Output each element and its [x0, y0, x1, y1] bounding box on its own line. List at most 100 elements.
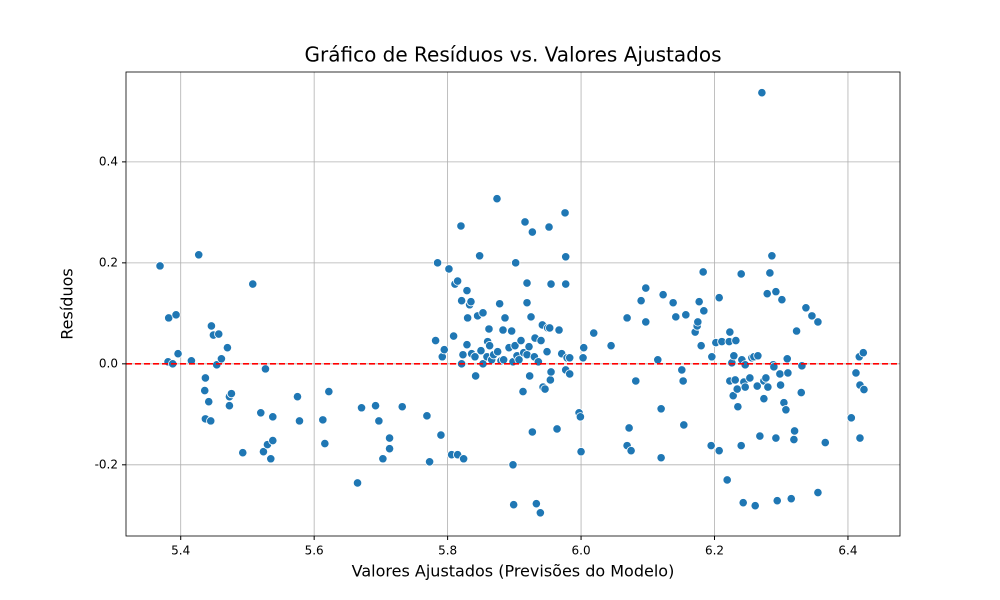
point [775, 380, 786, 390]
point [797, 361, 807, 371]
point [378, 454, 388, 464]
point [677, 365, 687, 375]
x-tick-label: 6.0 [572, 544, 591, 558]
point [200, 373, 211, 383]
point [565, 369, 575, 379]
point [606, 341, 616, 351]
point [268, 435, 278, 446]
point [706, 441, 716, 451]
point [511, 258, 521, 268]
point [725, 327, 735, 337]
point [449, 331, 459, 341]
point [658, 290, 668, 300]
point [789, 434, 799, 445]
point [536, 336, 546, 346]
point [759, 394, 769, 404]
point [200, 385, 210, 396]
point [476, 346, 486, 356]
point [260, 364, 271, 374]
point [510, 341, 520, 351]
points [155, 88, 869, 518]
point [495, 299, 505, 309]
point [493, 347, 503, 357]
point [668, 298, 678, 308]
chart-title: Gráfico de Resíduos vs. Valores Ajustado… [305, 43, 722, 67]
point [761, 373, 771, 383]
point [786, 494, 796, 504]
point [509, 500, 519, 510]
point [453, 276, 463, 286]
point [820, 437, 830, 448]
point [565, 353, 575, 363]
point [813, 317, 823, 327]
point [248, 279, 258, 289]
point [433, 258, 443, 268]
point [292, 392, 303, 402]
point [533, 357, 543, 367]
point [561, 279, 571, 289]
point [204, 397, 214, 407]
y-tick-label: 0.4 [99, 154, 118, 168]
point [194, 250, 204, 260]
point [226, 389, 237, 399]
point [782, 354, 792, 364]
point [463, 313, 473, 323]
point [733, 402, 743, 412]
point [518, 386, 528, 397]
point [855, 433, 865, 443]
point [526, 312, 536, 322]
point [745, 373, 755, 383]
x-axis-label: Valores Ajustados (Previsões do Modelo) [352, 562, 675, 581]
point [524, 342, 534, 352]
point [626, 446, 636, 456]
point [736, 441, 746, 451]
point [266, 454, 276, 464]
point [801, 303, 811, 313]
point [546, 367, 556, 377]
point [738, 498, 748, 508]
point [740, 360, 750, 370]
point [576, 447, 586, 457]
point [544, 222, 554, 232]
point [771, 287, 781, 297]
point [186, 356, 196, 366]
point [714, 446, 724, 456]
point [554, 325, 564, 335]
point [499, 355, 509, 365]
point [470, 352, 480, 362]
y-tick-label: 0.2 [99, 255, 118, 269]
point [681, 310, 691, 320]
point [522, 278, 532, 288]
point [671, 312, 681, 322]
point [728, 391, 738, 401]
point [579, 343, 589, 353]
point [514, 355, 524, 365]
point [459, 454, 469, 464]
point [757, 88, 767, 98]
point [678, 376, 688, 386]
point [771, 433, 781, 443]
point [320, 439, 330, 449]
point [462, 286, 472, 296]
point [422, 411, 432, 421]
point [294, 416, 305, 426]
point [807, 311, 817, 321]
point [173, 349, 183, 359]
point [516, 336, 526, 346]
point [352, 478, 363, 488]
point [466, 297, 476, 307]
point [796, 388, 806, 398]
point [268, 412, 278, 422]
y-axis-label: Resíduos [58, 268, 77, 339]
point [740, 382, 750, 392]
point [436, 430, 446, 440]
point [458, 350, 468, 360]
point [694, 297, 704, 307]
point [762, 289, 772, 299]
point [374, 416, 384, 426]
point [397, 402, 407, 412]
point [439, 345, 449, 355]
point [552, 424, 562, 434]
